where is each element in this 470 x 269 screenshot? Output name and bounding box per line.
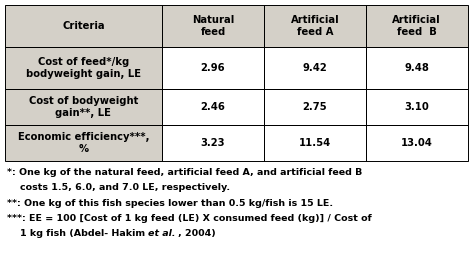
Text: *: One kg of the natural feed, artificial feed A, and artificial feed B: *: One kg of the natural feed, artificia… <box>7 168 362 177</box>
Bar <box>162 5 264 47</box>
Text: Cost of feed*/kg
bodyweight gain, LE: Cost of feed*/kg bodyweight gain, LE <box>26 57 141 79</box>
Bar <box>162 125 264 161</box>
Text: 2.75: 2.75 <box>303 102 327 112</box>
Bar <box>264 5 366 47</box>
Bar <box>5 47 162 89</box>
Bar <box>162 89 264 125</box>
Text: ***: EE = 100 [Cost of 1 kg feed (LE) X consumed feed (kg)] / Cost of: ***: EE = 100 [Cost of 1 kg feed (LE) X … <box>7 214 372 223</box>
Bar <box>5 47 162 89</box>
Text: 9.48: 9.48 <box>404 63 429 73</box>
Text: 3.10: 3.10 <box>404 102 429 112</box>
Text: 3.23: 3.23 <box>201 138 225 148</box>
Text: Cost of bodyweight
gain**, LE: Cost of bodyweight gain**, LE <box>29 96 138 118</box>
Text: **: One kg of this fish species lower than 0.5 kg/fish is 15 LE.: **: One kg of this fish species lower th… <box>7 199 333 208</box>
Bar <box>366 47 468 89</box>
Bar <box>5 89 162 125</box>
Bar <box>5 125 162 161</box>
Bar <box>162 47 264 89</box>
Bar <box>264 5 366 47</box>
Text: 11.54: 11.54 <box>299 138 331 148</box>
Text: , 2004): , 2004) <box>178 229 215 238</box>
Text: 2.96: 2.96 <box>201 63 225 73</box>
Bar <box>264 125 366 161</box>
Text: costs 1.5, 6.0, and 7.0 LE, respectively.: costs 1.5, 6.0, and 7.0 LE, respectively… <box>7 183 230 192</box>
Text: Economic efficiency***,
%: Economic efficiency***, % <box>18 132 149 154</box>
Bar <box>162 5 264 47</box>
Text: Natural
feed: Natural feed <box>192 15 234 37</box>
Bar <box>366 125 468 161</box>
Bar <box>366 89 468 125</box>
Text: Artificial
feed  B: Artificial feed B <box>392 15 441 37</box>
Text: et al.: et al. <box>149 229 176 238</box>
Bar <box>366 5 468 47</box>
Text: 1 kg fish (Abdel- Hakim: 1 kg fish (Abdel- Hakim <box>7 229 149 238</box>
Text: Artificial
feed A: Artificial feed A <box>290 15 339 37</box>
Bar <box>5 5 162 47</box>
Bar <box>5 125 162 161</box>
Bar <box>264 89 366 125</box>
Bar <box>264 47 366 89</box>
Bar <box>5 89 162 125</box>
Text: Criteria: Criteria <box>62 21 105 31</box>
Bar <box>366 5 468 47</box>
Text: 2.46: 2.46 <box>201 102 226 112</box>
Text: 13.04: 13.04 <box>401 138 433 148</box>
Bar <box>5 5 162 47</box>
Text: 9.42: 9.42 <box>303 63 327 73</box>
